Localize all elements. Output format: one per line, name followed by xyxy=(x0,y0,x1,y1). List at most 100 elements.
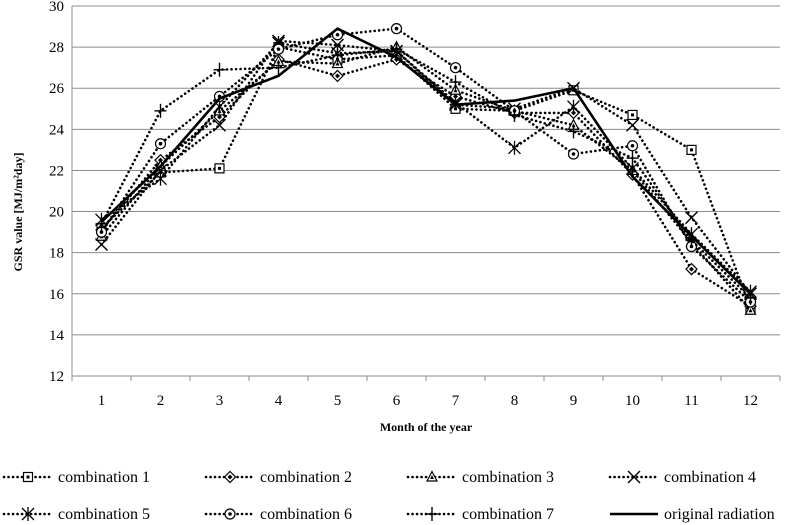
y-axis-title: GSR value [MJ/m²day] xyxy=(11,153,25,272)
star-marker xyxy=(449,95,462,110)
plus-marker xyxy=(154,103,167,118)
square-marker xyxy=(22,471,34,483)
series-combination-1 xyxy=(96,42,756,314)
y-tick-label: 20 xyxy=(49,205,64,221)
legend-label: combination 4 xyxy=(664,469,756,486)
diamond-marker xyxy=(331,69,344,83)
plus-marker xyxy=(508,107,521,122)
x-tick-label: 6 xyxy=(393,393,401,409)
plus-marker xyxy=(626,151,639,166)
legend-item: combination 2 xyxy=(204,469,352,486)
y-tick-label: 24 xyxy=(49,122,65,138)
legend-item: original radiation xyxy=(610,506,775,523)
x-tick-label: 5 xyxy=(334,393,342,409)
plus-marker xyxy=(213,62,226,77)
series-line xyxy=(100,39,752,296)
triangle-marker xyxy=(744,303,757,315)
series-combination-7 xyxy=(95,42,757,305)
series-line xyxy=(100,45,752,312)
square-marker xyxy=(686,144,697,155)
x-tick-label: 10 xyxy=(625,393,640,409)
diamond-marker xyxy=(223,470,237,484)
x-tick-label: 12 xyxy=(743,393,758,409)
series-line xyxy=(100,57,752,308)
series-combination-5 xyxy=(95,36,757,299)
legend-label: combination 3 xyxy=(462,469,554,486)
legend-label: combination 7 xyxy=(462,506,554,523)
x-marker xyxy=(685,211,698,225)
square-marker xyxy=(214,163,225,174)
x-tick-label: 3 xyxy=(216,393,224,409)
triangle-marker xyxy=(331,56,344,69)
legend-label: combination 6 xyxy=(260,506,352,523)
legend: combination 1 combination 2 combination 3 c… xyxy=(2,469,775,523)
plus-marker xyxy=(331,48,344,63)
y-tick-label: 28 xyxy=(49,40,64,56)
legend-item: combination 5 xyxy=(2,506,150,523)
diamond-marker xyxy=(685,262,698,276)
y-tick-label: 14 xyxy=(49,328,65,344)
y-tick-labels: 12 14 16 18 20 22 24 26 28 30 xyxy=(49,0,65,385)
series-combination-4 xyxy=(95,34,757,301)
y-tick-label: 16 xyxy=(49,287,65,303)
plus-marker xyxy=(272,60,285,75)
x-tick-label: 1 xyxy=(98,393,106,409)
x-tick-label: 2 xyxy=(157,393,165,409)
series-combination-2 xyxy=(95,53,757,313)
legend-item: combination 7 xyxy=(406,506,554,523)
x-tick-labels: 1 2 3 4 5 6 7 8 9 10 11 12 xyxy=(98,393,758,409)
square-marker xyxy=(627,109,638,121)
legend-item: combination 6 xyxy=(204,506,352,523)
plus-marker xyxy=(95,216,108,231)
x-tick-label: 4 xyxy=(275,393,283,409)
plus-marker xyxy=(567,124,580,139)
circle-marker xyxy=(154,138,167,150)
series-group xyxy=(95,23,757,315)
series-line xyxy=(100,47,752,300)
star-marker xyxy=(21,507,35,521)
legend-label: original radiation xyxy=(664,506,775,523)
series-line xyxy=(100,45,752,310)
series-combination-6 xyxy=(95,23,757,308)
circle-marker xyxy=(626,140,639,152)
star-marker xyxy=(508,140,521,155)
x-marker xyxy=(627,470,641,484)
x-tick-label: 11 xyxy=(684,393,698,409)
y-tick-label: 30 xyxy=(49,0,64,15)
circle-marker xyxy=(567,148,580,160)
legend-label: combination 1 xyxy=(58,469,150,486)
plus-marker xyxy=(426,507,438,521)
triangle-marker xyxy=(449,83,462,95)
star-marker xyxy=(154,171,167,186)
series-line xyxy=(100,27,752,295)
legend-label: combination 5 xyxy=(58,506,150,523)
circle-marker xyxy=(272,43,285,55)
series-original-radiation xyxy=(100,27,752,295)
series-line xyxy=(100,27,752,304)
legend-item: combination 1 xyxy=(2,469,150,486)
plus-marker xyxy=(390,42,403,57)
x-marker xyxy=(95,237,108,251)
circle-marker xyxy=(449,62,462,74)
triangle-marker xyxy=(426,470,438,482)
y-tick-label: 18 xyxy=(49,246,64,262)
y-tick-label: 26 xyxy=(49,81,65,97)
star-marker xyxy=(567,99,580,114)
axes xyxy=(71,6,781,381)
y-tick-label: 12 xyxy=(49,369,64,385)
y-tick-label: 22 xyxy=(49,163,64,179)
grid-lines xyxy=(72,5,780,336)
circle-marker xyxy=(224,508,236,520)
legend-label: combination 2 xyxy=(260,469,352,486)
plus-marker xyxy=(449,75,462,90)
legend-item: combination 4 xyxy=(608,469,756,486)
x-tick-label: 7 xyxy=(452,393,460,409)
x-tick-label: 8 xyxy=(511,393,519,409)
x-marker xyxy=(213,118,226,132)
x-marker xyxy=(626,118,639,132)
series-line xyxy=(100,41,752,294)
x-axis-title: Month of the year xyxy=(380,420,473,434)
legend-item: combination 3 xyxy=(406,469,554,486)
x-tick-label: 9 xyxy=(570,393,578,409)
